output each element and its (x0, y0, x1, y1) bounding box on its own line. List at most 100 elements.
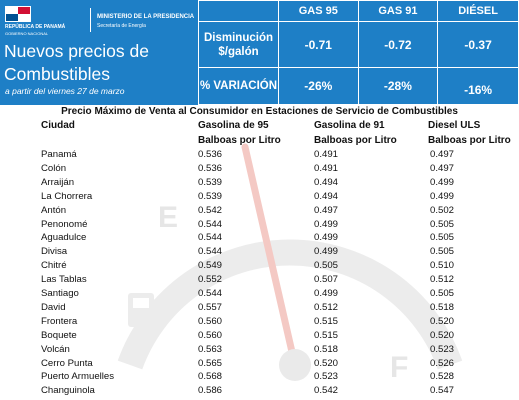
g91-price-cell: 0.523 (314, 371, 339, 383)
variacion-label: % VARIACIÓN (198, 67, 279, 105)
col-header-city: Ciudad (41, 120, 75, 132)
table-row: Cerro Punta 0.565 0.520 0.526 (0, 358, 519, 371)
g91-price-cell: 0.505 (314, 260, 339, 272)
table-row: Volcán 0.563 0.518 0.523 (0, 344, 519, 357)
fuel-pump-icon (128, 293, 167, 327)
g95-price-cell: 0.544 (198, 232, 223, 244)
g95-price-cell: 0.586 (198, 385, 223, 397)
gov-subtitle: GOBIERNO NACIONAL (5, 31, 49, 36)
ministry-name: MINISTERIO DE LA PRESIDENCIA (97, 14, 195, 20)
diesel-price-cell: 0.505 (430, 246, 455, 258)
col-header-line1: Gasolina de 95 (198, 120, 269, 131)
city-cell: Frontera (41, 315, 78, 327)
variacion-row: % VARIACIÓN -26% -28% -16% (198, 67, 519, 105)
disminucion-value: -0.72 (357, 20, 439, 69)
col-header-line1: Ciudad (41, 120, 75, 131)
table-row: Divisa 0.544 0.499 0.505 (0, 246, 519, 259)
disminucion-label: Disminución $/galón (198, 20, 279, 69)
city-cell: Boquete (41, 329, 77, 341)
diesel-price-cell: 0.499 (430, 176, 455, 188)
city-cell: David (41, 301, 66, 313)
page-title: Nuevos precios de Combustibles (4, 41, 149, 84)
g95-price-cell: 0.542 (198, 204, 223, 216)
table-row: Puerto Armuelles 0.568 0.523 0.528 (0, 371, 519, 384)
diesel-price-cell: 0.528 (430, 371, 455, 383)
city-cell: Arraiján (41, 176, 75, 188)
col-header-line1: Gasolina de 91 (314, 120, 385, 131)
diesel-price-cell: 0.526 (430, 357, 455, 369)
city-cell: La Chorrera (41, 190, 93, 202)
disminucion-value: -0.71 (278, 20, 359, 69)
g91-price-cell: 0.494 (314, 176, 339, 188)
variacion-value: -16% (437, 67, 519, 105)
g91-price-cell: 0.491 (314, 162, 339, 174)
gauge-full-letter: F (390, 351, 408, 384)
table-row: Boquete 0.560 0.515 0.520 (0, 330, 519, 343)
table-row: Panamá 0.536 0.491 0.497 (0, 149, 519, 162)
g95-price-cell: 0.536 (198, 162, 223, 174)
diesel-price-cell: 0.499 (430, 190, 455, 202)
col-header-line2: Balboas por Litro (428, 135, 511, 146)
gauge-needle (241, 143, 299, 369)
fuel-header: DIÉSEL (437, 0, 519, 22)
table-row: Frontera 0.560 0.515 0.520 (0, 316, 519, 329)
diesel-price-cell: 0.547 (430, 385, 455, 397)
table-row: Changuinola 0.586 0.542 0.547 (0, 385, 519, 398)
corner-cell (198, 0, 279, 22)
g95-price-cell: 0.549 (198, 260, 223, 272)
col-header-line2: Balboas por Litro (314, 135, 397, 146)
page-subtitle: a partir del viernes 27 de marzo (5, 86, 125, 96)
city-cell: Penonomé (41, 218, 88, 230)
g95-price-cell: 0.568 (198, 371, 223, 383)
diesel-price-cell: 0.505 (430, 288, 455, 299)
disminucion-value: -0.37 (437, 20, 519, 69)
g91-price-cell: 0.499 (314, 218, 339, 230)
city-cell: Changuinola (41, 385, 95, 397)
city-cell: Puerto Armuelles (41, 371, 115, 383)
g95-price-cell: 0.552 (198, 274, 223, 286)
price-change-table: GAS 95 GAS 91 DIÉSEL Disminución $/galón… (198, 0, 519, 105)
g91-price-cell: 0.515 (314, 329, 339, 341)
g91-price-cell: 0.512 (314, 301, 339, 313)
g95-price-cell: 0.557 (198, 301, 223, 313)
diesel-price-cell: 0.523 (430, 343, 455, 355)
fuel-header: GAS 95 (278, 0, 359, 22)
table-row: Chitré 0.549 0.505 0.510 (0, 260, 519, 273)
g95-price-cell: 0.560 (198, 315, 223, 327)
variacion-value: -28% (357, 67, 439, 105)
city-cell: Las Tablas (41, 274, 87, 286)
diesel-price-cell: 0.510 (430, 260, 455, 272)
table-row: Aguadulce 0.544 0.499 0.505 (0, 232, 519, 245)
col-header-gas91: Gasolina de 91 Balboas por Litro (314, 120, 397, 147)
g91-price-cell: 0.499 (314, 246, 339, 258)
col-header-gas95: Gasolina de 95 Balboas por Litro (198, 120, 281, 147)
col-header-diesel: Diesel ULS Balboas por Litro (428, 120, 511, 147)
table-row: Las Tablas 0.552 0.507 0.512 (0, 274, 519, 287)
g91-price-cell: 0.494 (314, 190, 339, 202)
table-row: Colón 0.536 0.491 0.497 (0, 163, 519, 176)
header-divider (90, 8, 91, 32)
gauge-hub (279, 349, 311, 381)
fuel-gauge-watermark: E F (117, 143, 463, 384)
header-left-panel: REPÚBLICA DE PANAMÁ GOBIERNO NACIONAL MI… (0, 0, 198, 105)
gauge-empty-letter: E (158, 201, 178, 234)
diesel-price-cell: 0.518 (430, 301, 455, 313)
sheet-title: Precio Máximo de Venta al Consumidor en … (61, 106, 458, 117)
col-header-line2: Balboas por Litro (198, 135, 281, 146)
fuel-header-row: GAS 95 GAS 91 DIÉSEL (198, 0, 519, 22)
g95-price-cell: 0.565 (198, 357, 223, 369)
variacion-value: -26% (278, 67, 359, 105)
city-cell: Antón (41, 204, 67, 216)
g91-price-cell: 0.507 (314, 274, 339, 286)
diesel-price-cell: 0.497 (430, 162, 455, 174)
g95-price-cell: 0.544 (198, 246, 223, 258)
g91-price-cell: 0.497 (314, 204, 339, 216)
city-cell: Colón (41, 162, 67, 174)
g95-price-cell: 0.539 (198, 190, 223, 202)
g95-price-cell: 0.536 (198, 149, 223, 160)
g91-price-cell: 0.542 (314, 385, 339, 397)
table-row: Santiago 0.544 0.499 0.505 (0, 288, 519, 301)
city-cell: Aguadulce (41, 232, 87, 244)
diesel-price-cell: 0.520 (430, 315, 455, 327)
table-row: Penonomé 0.544 0.499 0.505 (0, 219, 519, 232)
